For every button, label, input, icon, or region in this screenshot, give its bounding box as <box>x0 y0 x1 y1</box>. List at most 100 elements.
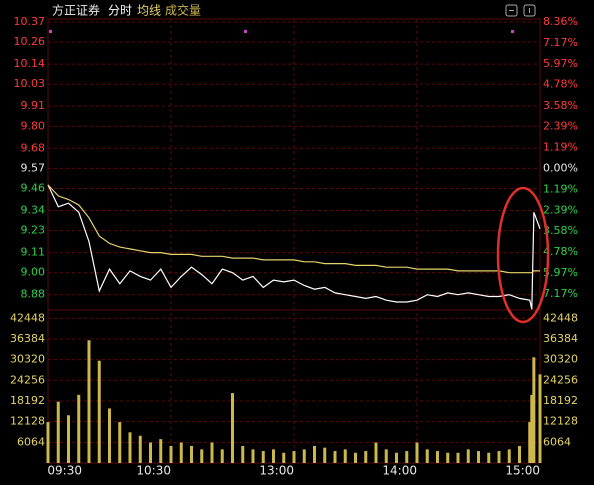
volume-bar <box>200 449 204 463</box>
event-marker <box>244 30 247 33</box>
highlight-circle <box>496 186 550 324</box>
volume-bar <box>323 447 327 463</box>
percent-tick-label: 2.39% <box>543 203 578 216</box>
volume-bar <box>313 445 316 463</box>
volume-tick-label: 30320 <box>543 353 578 366</box>
legend-price: 分时 <box>108 4 132 18</box>
price-tick-label: 8.88 <box>21 288 46 301</box>
percent-tick-label: 2.39% <box>543 120 578 133</box>
price-line <box>47 184 541 310</box>
volume-bar <box>190 445 193 463</box>
volume-bar <box>272 449 275 463</box>
volume-bar <box>292 451 296 463</box>
volume-bar <box>282 452 286 463</box>
volume-tick-label: 18192 <box>543 394 578 407</box>
volume-bar <box>97 360 101 463</box>
volume-bar <box>497 451 501 463</box>
volume-tick-label: 36384 <box>543 332 578 345</box>
volume-bar <box>425 449 429 463</box>
volume-bar <box>507 449 511 463</box>
volume-bar <box>241 445 245 463</box>
price-tick-label: 9.80 <box>21 119 46 132</box>
volume-tick-label: 12128 <box>10 415 45 428</box>
volume-bar <box>456 452 460 463</box>
volume-bar <box>436 451 439 463</box>
percent-tick-label: 5.97% <box>543 57 578 70</box>
volume-bar <box>87 340 91 463</box>
volume-bar <box>138 435 142 463</box>
volume-bar <box>395 452 398 463</box>
percent-tick-label: 4.78% <box>543 78 578 91</box>
zoom-button[interactable] <box>505 4 518 17</box>
percent-tick-label: 4.78% <box>543 245 578 258</box>
volume-bar <box>159 439 163 463</box>
volume-bar <box>128 432 132 463</box>
price-tick-label: 9.57 <box>21 161 46 174</box>
volume-bar <box>343 449 347 463</box>
volume-bar <box>302 449 306 463</box>
price-tick-label: 10.03 <box>14 77 46 90</box>
percent-tick-label: 8.36% <box>543 15 578 28</box>
volume-bar <box>169 445 173 463</box>
percent-tick-label: 3.58% <box>543 224 578 237</box>
volume-bar <box>487 452 491 463</box>
volume-bar <box>251 449 255 463</box>
volume-bar <box>405 451 409 463</box>
stock-name: 方正证券 <box>52 3 100 18</box>
volume-bar <box>374 442 378 463</box>
percent-tick-label: 1.19% <box>543 141 578 154</box>
volume-tick-label: 24256 <box>543 373 578 386</box>
volume-tick-label: 24256 <box>10 373 45 386</box>
price-tick-label: 9.11 <box>21 246 46 259</box>
volume-bar <box>56 401 60 463</box>
volume-bar <box>231 393 234 463</box>
volume-bar <box>466 449 470 463</box>
volume-bar <box>220 449 224 463</box>
price-tick-label: 9.46 <box>21 182 46 195</box>
volume-tick-label: 6064 <box>17 435 45 448</box>
expand-button[interactable] <box>523 4 536 17</box>
legend-volume: 成交量 <box>165 3 201 18</box>
volume-tick-label: 18192 <box>10 394 45 407</box>
volume-bar <box>530 394 534 463</box>
price-tick-label: 9.91 <box>21 99 46 112</box>
volume-bar <box>67 415 70 463</box>
volume-bar <box>532 357 536 463</box>
volume-bar <box>77 394 81 463</box>
price-line <box>47 184 540 274</box>
volume-bar <box>415 442 419 463</box>
volume-bar <box>518 445 521 463</box>
volume-bar <box>210 442 214 463</box>
volume-bar <box>446 452 450 463</box>
price-tick-label: 10.37 <box>14 15 46 28</box>
volume-bar <box>46 422 50 463</box>
price-tick-label: 9.34 <box>21 204 46 217</box>
volume-tick-label: 36384 <box>10 332 45 345</box>
percent-tick-label: 5.97% <box>543 266 578 279</box>
price-tick-label: 9.00 <box>21 266 46 279</box>
price-tick-label: 10.26 <box>14 35 46 48</box>
volume-bar <box>538 374 542 463</box>
time-tick-label: 10:30 <box>136 464 171 478</box>
volume-bar <box>384 449 388 463</box>
volume-bar <box>118 422 122 463</box>
volume-bar <box>528 422 532 463</box>
volume-tick-label: 42448 <box>10 311 45 324</box>
percent-tick-label: 7.17% <box>543 36 578 49</box>
time-tick-label: 13:00 <box>259 464 294 478</box>
volume-bar <box>179 442 183 463</box>
volume-tick-label: 30320 <box>10 353 45 366</box>
percent-tick-label: 0.00% <box>543 161 578 174</box>
legend-average: 均线 <box>137 4 161 18</box>
event-marker <box>49 30 52 33</box>
volume-tick-label: 6064 <box>543 435 571 448</box>
percent-tick-label: 7.17% <box>543 287 578 300</box>
volume-bar <box>364 451 368 463</box>
price-tick-label: 9.68 <box>21 141 46 154</box>
volume-bar <box>354 452 357 463</box>
volume-tick-label: 42448 <box>543 311 578 324</box>
volume-bar <box>333 451 337 463</box>
percent-tick-label: 3.58% <box>543 99 578 112</box>
